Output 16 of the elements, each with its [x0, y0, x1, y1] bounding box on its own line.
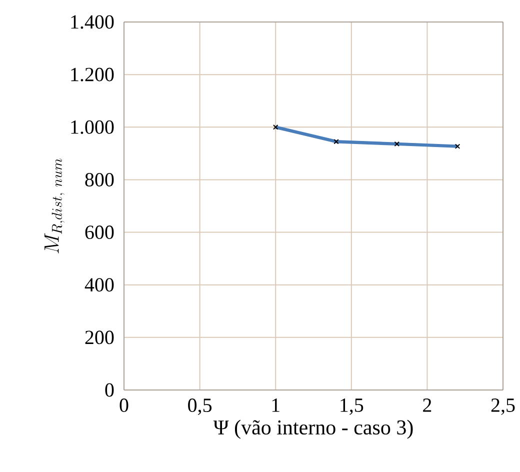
y-tick-label: 600	[85, 226, 114, 240]
y-tick-label: 800	[85, 172, 114, 186]
y-tick-label: 1.000	[71, 120, 114, 134]
y-tick-label: 400	[84, 278, 114, 292]
x-tick-label: 1,5	[340, 398, 364, 415]
x-axis-title: Ψ (vão interno - caso 3)	[213, 420, 413, 439]
y-tick-label: 200	[85, 330, 114, 344]
y-tick-label: 0	[105, 383, 114, 397]
y-tick-label: 1.200	[71, 68, 114, 82]
x-tick-label: 2,5	[491, 398, 515, 415]
x-tick-label: 0	[120, 398, 128, 412]
x-tick-label: 0,5	[188, 398, 212, 415]
y-tick-label: 1.400	[71, 15, 114, 29]
x-tick-label: 2	[423, 398, 432, 412]
x-tick-label: 1	[272, 398, 280, 412]
y-axis-title: $M_{R,dist,\ num}$	[44, 158, 65, 254]
